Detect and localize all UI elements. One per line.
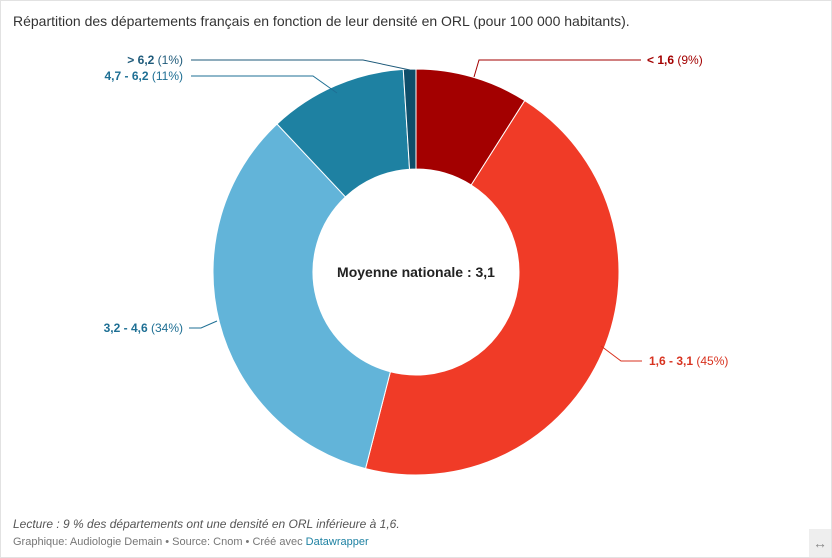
slice-percent: (45%): [696, 354, 728, 368]
leader-line: [191, 75, 338, 94]
leader-line: [191, 59, 411, 71]
slice-label: 1,6 - 3,1 (45%): [649, 354, 728, 368]
slice-label: > 6,2 (1%): [127, 53, 183, 67]
slice-percent: (9%): [677, 53, 702, 67]
center-label: Moyenne nationale : 3,1: [337, 264, 495, 280]
slice-label: 4,7 - 6,2 (11%): [105, 69, 184, 83]
slice-percent: (1%): [158, 53, 183, 67]
slice-label: < 1,6 (9%): [647, 53, 703, 67]
footer-credits: Graphique: Audiologie Demain • Source: C…: [13, 536, 306, 548]
leader-line: [600, 345, 642, 362]
donut-slice: [364, 99, 620, 476]
leader-line: [473, 59, 641, 78]
slice-category: 3,2 - 4,6: [104, 321, 151, 335]
chart-notes: Lecture : 9 % des départements ont une d…: [13, 517, 400, 531]
donut-slice: [212, 123, 391, 470]
leader-line: [189, 320, 218, 329]
slice-category: < 1,6: [647, 53, 677, 67]
slice-percent: (34%): [151, 321, 183, 335]
chart-title: Répartition des départements français en…: [13, 13, 630, 29]
datawrapper-link[interactable]: Datawrapper: [305, 536, 369, 548]
slice-category: > 6,2: [127, 53, 157, 67]
slice-category: 4,7 - 6,2: [105, 69, 152, 83]
resize-icon[interactable]: ↔: [809, 529, 831, 557]
slice-label: 3,2 - 4,6 (34%): [104, 321, 183, 335]
slice-category: 1,6 - 3,1: [649, 354, 696, 368]
chart-footer: Graphique: Audiologie Demain • Source: C…: [13, 536, 369, 548]
slice-percent: (11%): [152, 69, 183, 83]
